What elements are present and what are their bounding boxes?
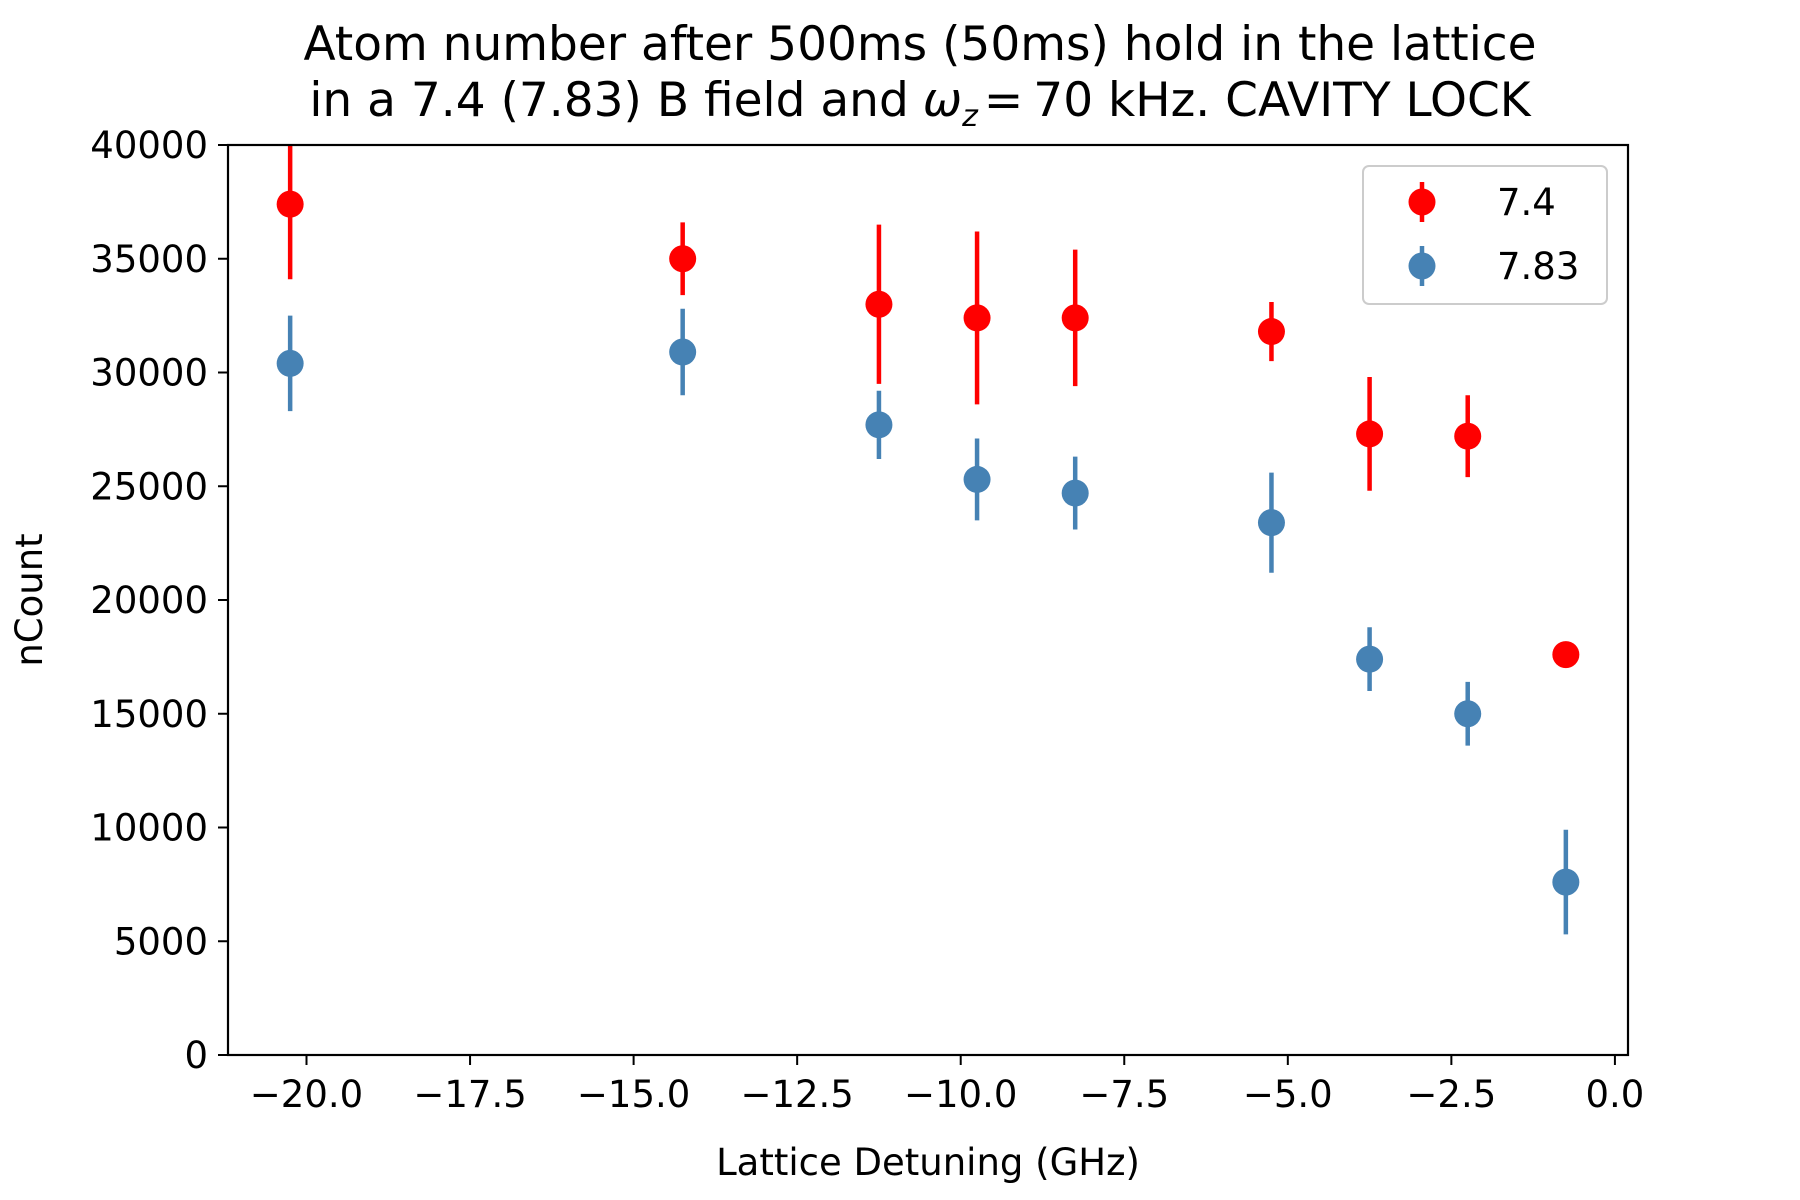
legend-label: 7.83 [1497, 245, 1579, 288]
y-tick-label: 30000 [90, 352, 208, 395]
y-tick-label: 20000 [90, 579, 208, 622]
x-tick-label: −12.5 [740, 1073, 853, 1116]
x-tick-label: 0.0 [1585, 1073, 1644, 1116]
data-point [1552, 868, 1580, 896]
x-tick-label: −7.5 [1079, 1073, 1169, 1116]
y-axis-label: nCount [8, 533, 51, 666]
data-point [1454, 422, 1482, 450]
data-point [1356, 420, 1384, 448]
y-tick-label: 10000 [90, 807, 208, 850]
x-tick-label: −15.0 [577, 1073, 690, 1116]
omega-subscript: z [961, 99, 979, 134]
data-point [1061, 304, 1089, 332]
chart-title-line-2: in a 7.4 (7.83) B field and ωz = 70 kHz. CA… [309, 73, 1531, 134]
data-point [1061, 479, 1089, 507]
legend-label: 7.4 [1497, 181, 1556, 224]
data-point [1257, 318, 1285, 346]
y-axis-ticks: 0 5000 10000 15000 20000 25000 30000 35000 40000 [90, 124, 228, 1077]
data-point [669, 338, 697, 366]
y-tick-label: 0 [184, 1034, 208, 1077]
x-axis-ticks: −20.0 −17.5 −15.0 −12.5 −10.0 −7.5 −5.0 −2.5 0.0 [250, 1055, 1644, 1116]
data-point [963, 304, 991, 332]
legend-marker [1408, 252, 1436, 280]
data-point [1257, 509, 1285, 537]
data-point [276, 190, 304, 218]
legend: 7.4 7.83 [1362, 165, 1608, 305]
x-tick-label: −2.5 [1406, 1073, 1496, 1116]
series-7-83 [276, 308, 1580, 935]
y-tick-label: 35000 [90, 238, 208, 281]
x-tick-label: −5.0 [1243, 1073, 1333, 1116]
chart-title-line-2-rest: 70 kHz. CAVITY LOCK [1033, 73, 1532, 128]
chart-title: Atom number after 500ms (50ms) hold in t… [303, 17, 1536, 134]
x-tick-label: −10.0 [904, 1073, 1017, 1116]
x-tick-label: −17.5 [413, 1073, 526, 1116]
data-point [1356, 645, 1384, 673]
series-7-4 [276, 145, 1580, 669]
data-point [276, 349, 304, 377]
y-tick-label: 15000 [90, 693, 208, 736]
y-tick-label: 40000 [90, 124, 208, 167]
y-tick-label: 5000 [114, 920, 208, 963]
chart-title-line-1: Atom number after 500ms (50ms) hold in t… [303, 17, 1536, 72]
data-point [963, 465, 991, 493]
chart-title-line-2-text: in a 7.4 (7.83) B field and [309, 73, 908, 128]
y-tick-label: 25000 [90, 465, 208, 508]
x-axis-label: Lattice Detuning (GHz) [716, 1141, 1140, 1184]
legend-marker [1408, 188, 1436, 216]
plot-data [276, 145, 1580, 935]
equals-sign: = [984, 73, 1023, 128]
data-point [669, 245, 697, 273]
plot-area [276, 145, 1580, 935]
data-point [1552, 641, 1580, 669]
data-point [1454, 700, 1482, 728]
data-point [865, 411, 893, 439]
omega-symbol: ω [923, 73, 962, 128]
x-tick-label: −20.0 [250, 1073, 363, 1116]
data-point [865, 290, 893, 318]
